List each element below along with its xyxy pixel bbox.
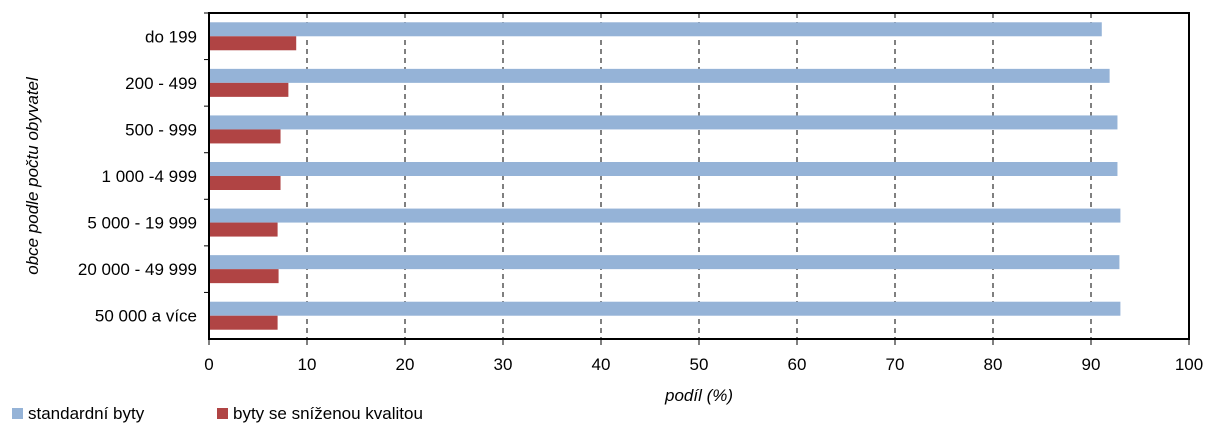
x-tick-label-3: 30: [494, 355, 513, 374]
category-label-4: 5 000 - 19 999: [87, 214, 197, 233]
category-label-5: 20 000 - 49 999: [78, 260, 197, 279]
x-tick-label-4: 40: [592, 355, 611, 374]
bar-standard-6: [209, 301, 1121, 316]
bar-reduced-3: [209, 176, 281, 190]
bar-reduced-5: [209, 269, 279, 284]
x-tick-label-8: 80: [984, 355, 1003, 374]
bar-standard-0: [209, 22, 1102, 37]
legend-swatch-1: [217, 408, 228, 419]
x-tick-label-6: 60: [788, 355, 807, 374]
bar-standard-3: [209, 162, 1118, 176]
category-label-3: 1 000 -4 999: [102, 167, 197, 186]
category-label-6: 50 000 a více: [95, 307, 197, 326]
x-tick-label-2: 20: [396, 355, 415, 374]
bar-reduced-4: [209, 222, 278, 237]
x-axis-title: podíl (%): [664, 386, 733, 405]
bar-standard-5: [209, 255, 1120, 270]
category-label-1: 200 - 499: [125, 74, 197, 93]
x-tick-label-7: 70: [886, 355, 905, 374]
x-tick-label-9: 90: [1082, 355, 1101, 374]
legend-label-1: byty se sníženou kvalitou: [233, 404, 423, 423]
bar-standard-1: [209, 68, 1110, 83]
category-label-0: do 199: [145, 27, 197, 46]
category-label-2: 500 - 999: [125, 120, 197, 139]
bar-standard-4: [209, 208, 1121, 223]
x-tick-label-10: 100: [1175, 355, 1203, 374]
y-axis-title: obce podle počtu obyvatel: [23, 76, 42, 275]
bar-reduced-2: [209, 129, 281, 144]
legend-swatch-0: [12, 408, 23, 419]
bar-reduced-1: [209, 82, 289, 97]
bar-standard-2: [209, 115, 1118, 130]
bar-reduced-6: [209, 315, 278, 330]
legend-label-0: standardní byty: [28, 404, 145, 423]
x-tick-label-5: 50: [690, 355, 709, 374]
x-tick-label-0: 0: [204, 355, 213, 374]
bar-reduced-0: [209, 36, 297, 51]
x-tick-label-1: 10: [298, 355, 317, 374]
